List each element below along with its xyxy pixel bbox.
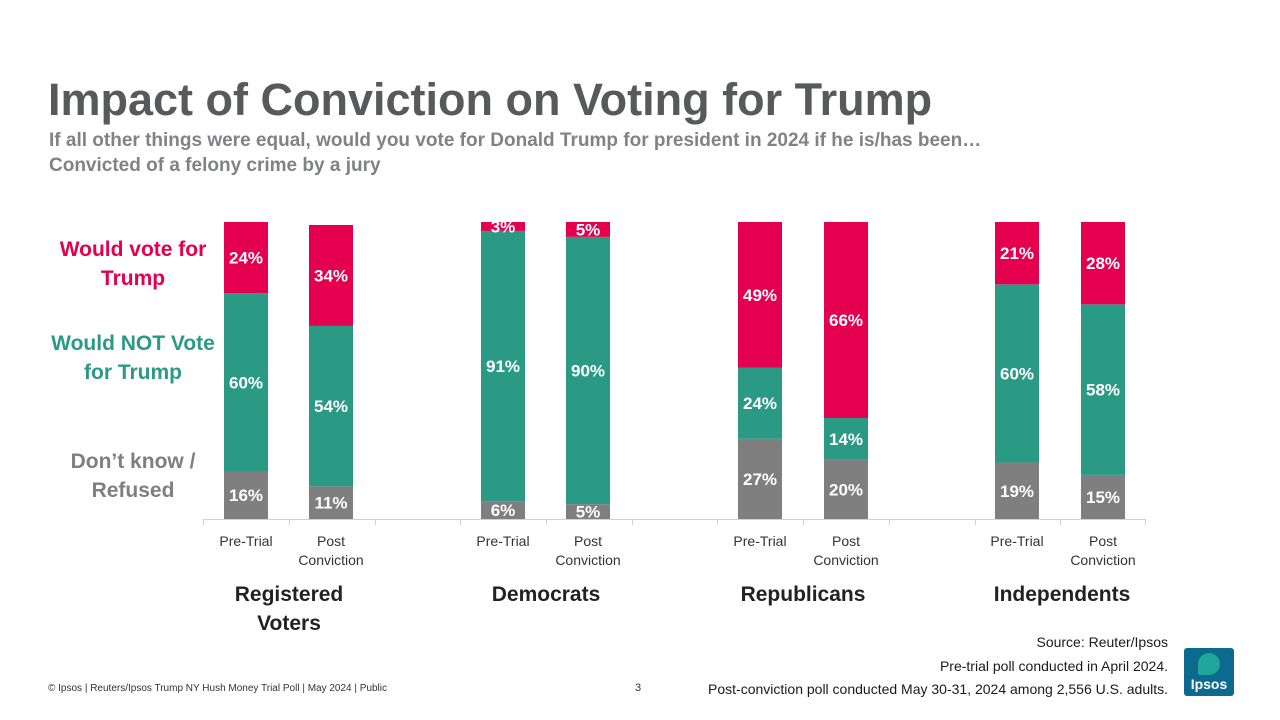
legend-would-not-vote: Would NOT Vote for Trump (51, 332, 215, 384)
data-label-wouldvote-0: 24% (229, 249, 263, 268)
subtitle-question: If all other things were equal, would yo… (49, 130, 982, 151)
bar-dontknow-1 (309, 486, 353, 519)
bar-wouldnot-2 (481, 230, 525, 502)
data-label-wouldvote-4: 49% (743, 286, 777, 305)
tick-label-6: Pre-Trial (990, 533, 1043, 549)
bar-wouldnot-5 (824, 418, 868, 460)
bar-wouldvote-0 (224, 222, 268, 294)
data-label-wouldvote-1: 34% (314, 266, 348, 285)
bar-wouldvote-6 (995, 222, 1039, 285)
group-label-3: Independents (994, 583, 1131, 606)
data-label-wouldnot-1: 54% (314, 397, 348, 416)
data-label-dontknow-7: 15% (1086, 488, 1120, 507)
data-label-dontknow-2: 6% (491, 501, 516, 520)
bar-dontknow-7 (1081, 474, 1125, 519)
data-label-dontknow-1: 11% (314, 494, 347, 513)
bar-dontknow-2 (481, 501, 525, 519)
tick-label-3: Post Conviction (555, 533, 620, 568)
data-label-dontknow-6: 19% (1000, 482, 1034, 501)
ipsos-logo-text: Ipsos (1190, 676, 1228, 692)
bar-wouldnot-0 (224, 293, 268, 472)
bar-wouldnot-1 (309, 325, 353, 487)
data-label-dontknow-3: 5% (576, 503, 601, 522)
bar-dontknow-4 (738, 438, 782, 519)
footer-copyright: © Ipsos | Reuters/Ipsos Trump NY Hush Mo… (48, 683, 388, 694)
data-label-wouldvote-7: 28% (1086, 254, 1120, 273)
data-label-wouldnot-3: 90% (571, 362, 605, 381)
data-label-wouldnot-4: 24% (743, 394, 777, 413)
bar-wouldnot-4 (738, 367, 782, 439)
group-label-2: Republicans (741, 583, 866, 606)
bar-wouldvote-3 (566, 222, 610, 237)
data-label-dontknow-5: 20% (829, 480, 863, 499)
data-label-wouldvote-5: 66% (829, 311, 863, 330)
tick-label-5: Post Conviction (813, 533, 878, 568)
bar-dontknow-3 (566, 504, 610, 519)
data-label-wouldvote-3: 5% (576, 220, 601, 239)
source-note: Source: Reuter/Ipsos (1036, 634, 1168, 650)
bar-wouldvote-4 (738, 222, 782, 368)
ipsos-logo-mark-icon (1198, 653, 1220, 675)
page-title: Impact of Conviction on Voting for Trump (48, 74, 933, 125)
bar-wouldnot-3 (566, 236, 610, 505)
bar-wouldvote-7 (1081, 222, 1125, 305)
data-label-dontknow-4: 27% (743, 470, 777, 489)
group-label-0: Registered Voters (235, 583, 344, 635)
legend-would-vote: Would vote for Trump (59, 238, 207, 290)
bar-wouldvote-5 (824, 222, 868, 419)
legend-dont-know: Don’t know / Refused (70, 450, 196, 502)
data-label-wouldnot-6: 60% (1000, 364, 1034, 383)
tick-label-7: Post Conviction (1070, 533, 1135, 568)
subtitle: If all other things were equal, would yo… (49, 128, 981, 178)
tick-label-4: Pre-Trial (733, 533, 786, 549)
data-label-wouldnot-7: 58% (1086, 381, 1120, 400)
page-number: 3 (635, 682, 642, 694)
postconviction-note: Post-conviction poll conducted May 30-31… (708, 681, 1168, 697)
data-label-dontknow-0: 16% (229, 486, 263, 505)
bar-dontknow-5 (824, 459, 868, 519)
data-label-wouldnot-0: 60% (229, 373, 263, 392)
bar-dontknow-6 (995, 462, 1039, 519)
tick-label-0: Pre-Trial (219, 533, 272, 549)
tick-label-1: Post Conviction (298, 533, 363, 568)
pretrial-note: Pre-trial poll conducted in April 2024. (939, 658, 1168, 674)
bar-wouldvote-1 (309, 224, 353, 326)
tick-label-2: Pre-Trial (476, 533, 529, 549)
bar-dontknow-0 (224, 471, 268, 519)
subtitle-condition: Convicted of a felony crime by a jury (49, 155, 381, 176)
data-label-wouldvote-6: 21% (1000, 244, 1034, 263)
bar-wouldnot-7 (1081, 304, 1125, 475)
group-label-1: Democrats (492, 583, 601, 606)
ipsos-logo: Ipsos (1184, 648, 1234, 696)
bar-wouldnot-6 (995, 284, 1039, 463)
data-label-wouldnot-5: 14% (829, 430, 863, 449)
bar-wouldvote-2 (481, 222, 525, 231)
data-label-wouldnot-2: 91% (486, 357, 520, 376)
data-label-wouldvote-2: 3% (491, 217, 516, 236)
